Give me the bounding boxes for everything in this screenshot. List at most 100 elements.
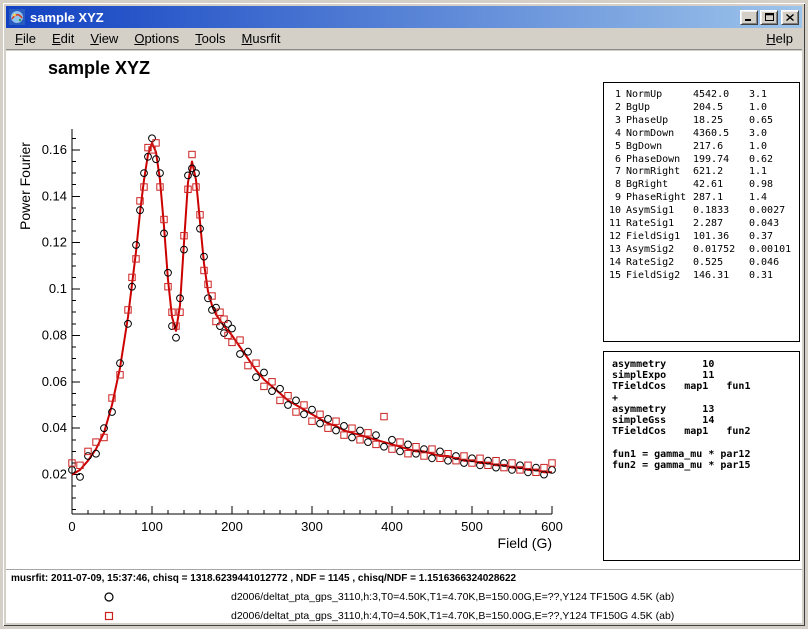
theory-line: TFieldCos map1 fun2 [612,426,799,437]
theory-line [612,437,799,448]
data-point-square [325,425,331,431]
param-row-phaseright: 9PhaseRight287.11.4 [609,192,799,205]
y-tick-label: 0.1 [49,281,67,296]
data-point-square [525,462,531,468]
window-title: sample XYZ [30,10,738,25]
param-row-ratesig2: 14RateSig20.5250.046 [609,257,799,270]
menu-item-view[interactable]: View [82,29,126,48]
data-point-circle [285,402,292,409]
data-point-circle [309,406,316,413]
data-point-square [493,458,499,464]
theory-line: simplExpo 11 [612,370,799,381]
menu-item-help[interactable]: Help [758,29,801,48]
data-point-circle [221,330,228,337]
menubar: FileEditViewOptionsToolsMusrfit Help [6,28,802,50]
param-row-bgup: 2BgUp204.51.0 [609,102,799,115]
data-point-circle [261,369,268,376]
data-point-square [405,451,411,457]
y-tick-label: 0.16 [42,142,67,157]
data-point-circle [397,448,404,455]
data-point-circle [301,411,308,418]
x-tick-label: 0 [68,519,75,534]
data-point-circle [269,388,276,395]
status-separator [6,569,802,570]
menu-item-edit[interactable]: Edit [44,29,82,48]
maximize-button[interactable] [760,10,778,25]
data-point-square [333,418,339,424]
data-point-circle [245,348,252,355]
data-point-circle [381,443,388,450]
y-tick-label: 0.12 [42,235,67,250]
power-fourier-plot[interactable]: 01002003004005006000.020.040.060.080.10.… [6,51,606,563]
x-tick-label: 400 [381,519,403,534]
data-point-circle [445,457,452,464]
app-window: sample XYZ FileEditViewOptionsToolsMusrf… [0,0,808,629]
legend-row: d2006/deltat_pta_gps_3110,h:4,T0=4.50K,T… [6,608,802,623]
theory-line: asymmetry 10 [612,359,799,370]
data-point-square [413,444,419,450]
data-point-square [349,425,355,431]
root-canvas[interactable]: sample XYZ 01002003004005006000.020.040.… [6,51,802,623]
theory-lines: asymmetry 10simplExpo 11 TFieldCos map1 f… [612,359,799,471]
data-point-circle [229,325,236,332]
data-point-circle [341,423,348,430]
menu-items-left: FileEditViewOptionsToolsMusrfit [7,31,289,46]
param-row-normdown: 4NormDown4360.53.0 [609,128,799,141]
parameter-rows: 1NormUp4542.03.12BgUp204.51.03PhaseUp18.… [609,89,799,283]
data-point-square [261,383,267,389]
param-row-normup: 1NormUp4542.03.1 [609,89,799,102]
y-tick-label: 0.06 [42,374,67,389]
data-point-circle [349,434,356,441]
minimize-button[interactable] [740,10,758,25]
data-point-square [365,430,371,436]
close-icon [786,14,794,21]
data-point-square [421,453,427,459]
param-row-phasedown: 6PhaseDown199.740.62 [609,154,799,167]
data-point-square [549,460,555,466]
y-tick-label: 0.14 [42,188,67,203]
data-point-circle [277,385,284,392]
data-point-circle [357,427,364,434]
legend-row: d2006/deltat_pta_gps_3110,h:3,T0=4.50K,T… [6,589,802,605]
x-tick-label: 100 [141,519,163,534]
data-point-circle [149,135,156,142]
x-tick-label: 600 [541,519,563,534]
menu-item-options[interactable]: Options [126,29,187,48]
legend-label: d2006/deltat_pta_gps_3110,h:3,T0=4.50K,T… [231,591,674,603]
data-point-circle [217,323,224,330]
menu-item-file[interactable]: File [7,29,44,48]
data-point-circle [333,427,340,434]
data-point-square [277,397,283,403]
y-tick-label: 0.02 [42,467,67,482]
data-point-square [189,151,195,157]
legend-circle-marker-icon [102,590,116,604]
data-point-square [341,432,347,438]
window-controls [738,8,799,26]
param-row-fieldsig2: 15FieldSig2146.310.31 [609,270,799,283]
data-point-circle [225,320,232,327]
x-tick-label: 300 [301,519,323,534]
data-point-circle [317,420,324,427]
data-point-square [309,418,315,424]
data-point-circle [429,455,436,462]
fit-status-text: musrfit: 2011-07-09, 15:37:46, chisq = 1… [11,573,516,584]
param-row-bgdown: 5BgDown217.61.0 [609,141,799,154]
menu-items-right: Help [758,31,801,46]
data-point-circle [389,436,396,443]
titlebar[interactable]: sample XYZ [6,6,802,28]
theory-line: simpleGss 14 [612,415,799,426]
data-point-circle [405,441,412,448]
data-point-square [429,446,435,452]
parameter-box[interactable]: 1NormUp4542.03.12BgUp204.51.03PhaseUp18.… [603,82,800,342]
close-button[interactable] [781,10,799,25]
menu-item-musrfit[interactable]: Musrfit [234,29,289,48]
param-row-asymsig1: 10AsymSig10.18330.0027 [609,205,799,218]
data-point-circle [365,439,372,446]
data-point-square [397,439,403,445]
menu-item-tools[interactable]: Tools [187,29,233,48]
data-point-square [389,446,395,452]
param-row-asymsig2: 13AsymSig20.017520.00101 [609,244,799,257]
theory-line: fun1 = gamma_mu * par12 [612,449,799,460]
theory-box[interactable]: asymmetry 10simplExpo 11 TFieldCos map1 f… [603,351,800,561]
data-point-circle [253,374,260,381]
